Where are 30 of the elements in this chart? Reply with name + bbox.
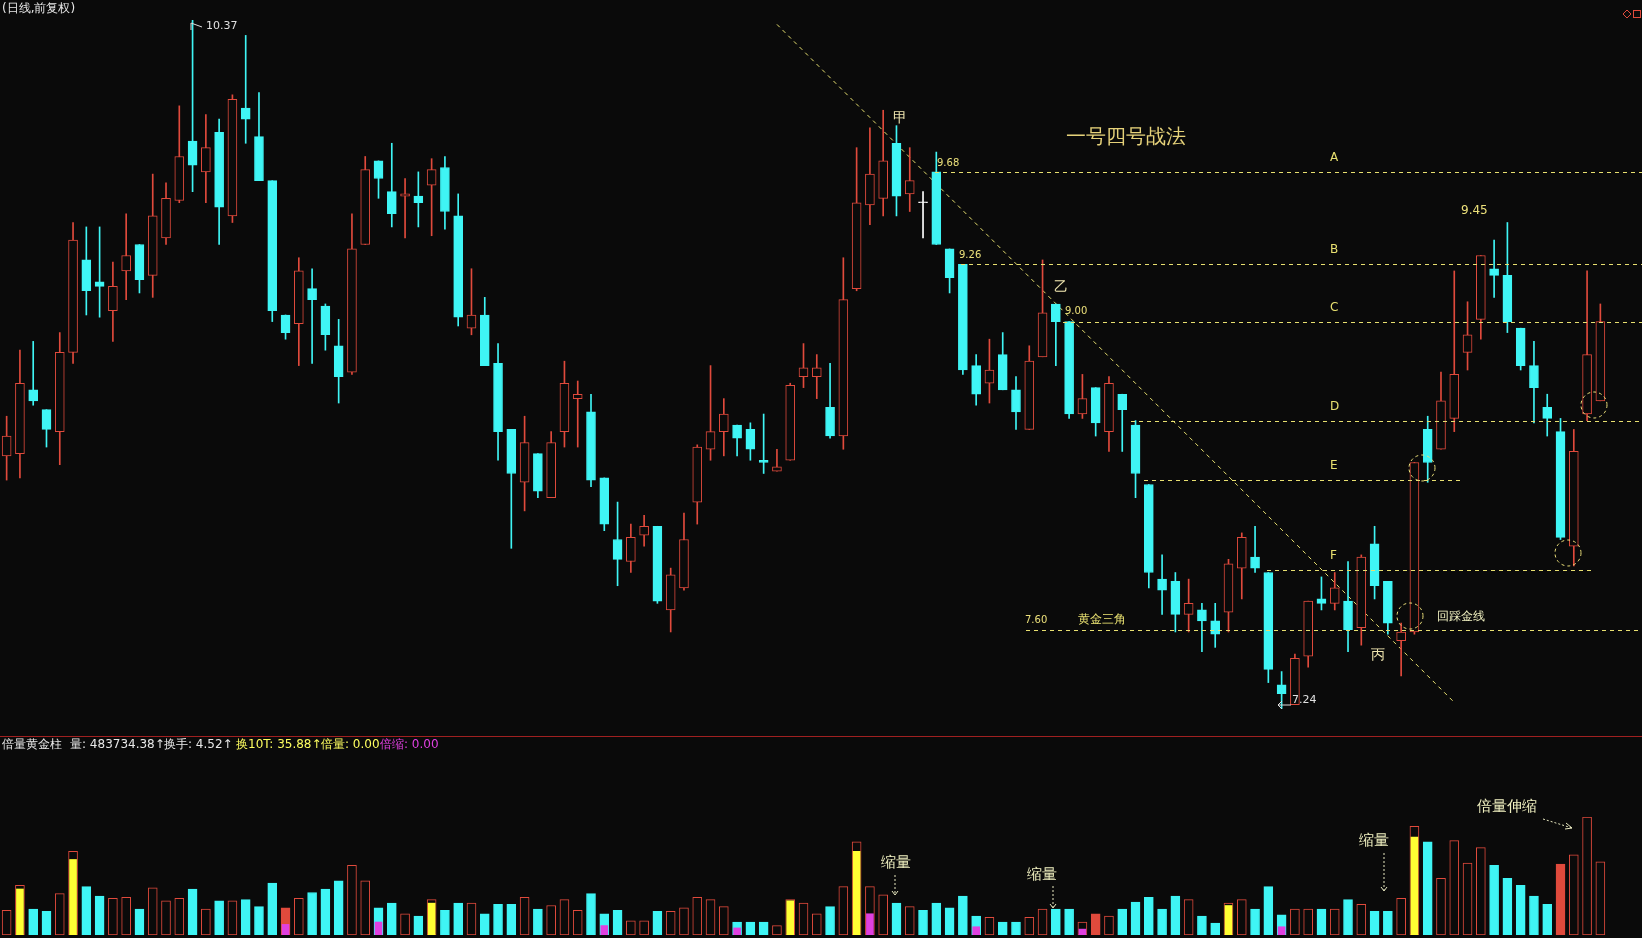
annotation: 丙 — [1371, 645, 1385, 663]
text: 倍量伸缩 — [1477, 797, 1537, 816]
text: 倍缩: 0.00 — [380, 737, 439, 752]
annotation: 9.68 — [937, 157, 960, 169]
text: 量: 483734.38↑ — [70, 737, 165, 752]
annotation: 缩量 — [881, 853, 911, 872]
annotation: 10.37 — [206, 18, 238, 33]
annotation: 9.00 — [1065, 305, 1088, 317]
annotation: 一号四号战法 — [1066, 123, 1186, 148]
text: 换10T: 35.88↑ — [236, 737, 322, 752]
annotation: 缩量 — [1359, 831, 1389, 850]
ref-line-label: D — [1330, 398, 1340, 414]
annotation: 9.45 — [1461, 203, 1488, 218]
chart-title: 倍量黄金柱 — [2, 737, 62, 752]
chart-title: (日线,前复权) — [2, 1, 76, 16]
annotation: 7.60 — [1025, 614, 1048, 626]
ref-line-label: 黄金三角 — [1078, 611, 1126, 627]
ref-line-label: C — [1330, 299, 1339, 315]
text: 换手: 4.52↑ — [164, 737, 233, 752]
ref-line-label: F — [1330, 548, 1337, 564]
annotation: 回踩金线 — [1437, 609, 1485, 624]
annotation: 7.24 — [1292, 692, 1317, 707]
ref-line-label: A — [1330, 149, 1339, 165]
annotation: 乙 — [1054, 277, 1068, 295]
annotation: 缩量 — [1027, 865, 1057, 884]
annotation: 甲 — [893, 108, 907, 126]
ref-line-label: B — [1330, 242, 1339, 258]
text: 倍量: 0.00 — [321, 737, 380, 752]
annotation: 9.26 — [959, 249, 982, 261]
ref-line-label: E — [1330, 458, 1338, 473]
